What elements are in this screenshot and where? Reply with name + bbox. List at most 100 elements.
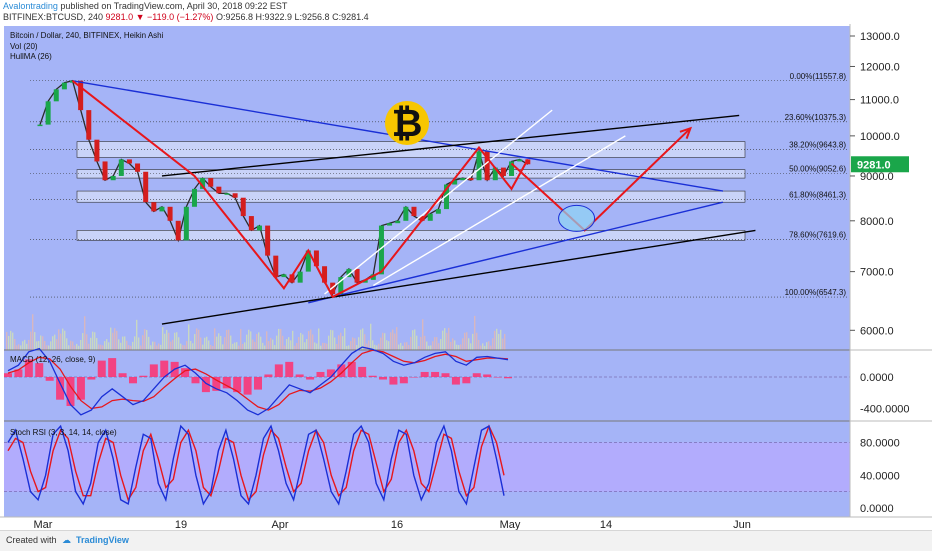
price-change: −119.0 (−1.27%) <box>147 12 214 22</box>
price-candle <box>484 151 490 181</box>
price-candle <box>281 274 287 278</box>
volume-bar <box>426 341 428 350</box>
volume-bar <box>328 335 330 350</box>
volume-bar <box>192 343 194 350</box>
fib-level-label: 38.20%(9643.8) <box>789 141 846 150</box>
macd-histogram-bar <box>431 371 440 377</box>
volume-bar <box>112 332 114 350</box>
time-tick-label: Mar <box>34 519 53 530</box>
support-resistance-zone <box>76 190 746 203</box>
volume-bar <box>120 342 122 350</box>
volume-bar <box>444 328 446 350</box>
price-candle <box>370 274 376 280</box>
price-candle <box>159 206 165 212</box>
volume-bar <box>330 329 332 350</box>
volume-bar <box>334 337 336 350</box>
volume-bar <box>32 314 34 350</box>
volume-bar <box>482 343 484 350</box>
price-candle <box>216 186 222 194</box>
time-tick-label: 14 <box>600 519 612 530</box>
volume-bar <box>156 345 158 350</box>
macd-legend: MACD (12, 26, close, 9) <box>10 355 96 364</box>
chart-canvas[interactable]: 0.00%(11557.8) 23.60%(10375.3) 38.20%(9643… <box>0 24 932 530</box>
volume-bar <box>464 332 466 350</box>
macd-histogram-bar <box>493 377 502 378</box>
price-candle <box>167 206 173 221</box>
volume-bar <box>242 343 244 350</box>
time-tick-label: Apr <box>271 519 288 530</box>
price-candle <box>224 193 230 195</box>
author-link[interactable]: Avalontrading <box>3 1 58 11</box>
macd-histogram-bar <box>295 374 304 377</box>
volume-bar <box>246 334 248 350</box>
volume-bar <box>66 338 68 350</box>
price-candle <box>387 223 393 226</box>
fib-level-label: 50.00%(9052.6) <box>789 165 846 174</box>
volume-bar <box>94 332 96 350</box>
volume-bar <box>266 331 268 350</box>
volume-bar <box>258 332 260 350</box>
macd-histogram-bar <box>108 358 117 377</box>
volume-bar <box>268 341 270 350</box>
stoch-rsi-panel[interactable] <box>4 424 850 506</box>
trendline <box>324 109 553 295</box>
volume-bar <box>450 341 452 350</box>
close-value: C:9281.4 <box>332 12 369 22</box>
macd-histogram-bar <box>201 377 210 393</box>
macd-histogram-bar <box>264 374 273 377</box>
volume-bar <box>370 323 372 350</box>
macd-histogram-bar <box>462 377 471 384</box>
volume-bar <box>60 333 62 350</box>
trendline <box>308 201 724 304</box>
price-candle <box>151 202 157 212</box>
volume-bar <box>398 344 400 350</box>
macd-histogram-bar <box>139 375 148 377</box>
volume-bar <box>224 337 226 350</box>
macd-histogram-bar <box>441 373 450 377</box>
price-axis[interactable]: 6000.0 7000.0 8000.0 9000.0 10000.0 11000.0 12… <box>849 24 932 517</box>
volume-bar <box>404 342 406 350</box>
volume-bar <box>372 340 374 350</box>
macd-panel[interactable] <box>4 346 850 416</box>
tradingview-brand[interactable]: TradingView <box>76 535 129 545</box>
price-candle <box>257 225 263 231</box>
volume-bar <box>128 345 130 350</box>
volume-bar <box>392 329 394 350</box>
volume-bar <box>406 342 408 350</box>
volume-bar <box>148 336 150 350</box>
volume-bar <box>28 339 30 350</box>
published-text: published on TradingView.com, April 30, … <box>57 1 288 11</box>
volume-bar <box>126 340 128 350</box>
volume-bar <box>18 344 20 350</box>
volume-bar <box>132 341 134 350</box>
macd-histogram-bar <box>389 377 398 385</box>
volume-bar <box>272 339 274 350</box>
volume-bar <box>320 345 322 350</box>
volume-bar <box>118 339 120 350</box>
current-price-label: 9281.0 <box>857 159 891 171</box>
price-candle <box>313 250 319 267</box>
volume-bar <box>34 332 36 350</box>
price-candle <box>476 151 482 181</box>
volume-bar <box>288 337 290 350</box>
macd-histogram-bar <box>472 373 481 377</box>
stoch-tick-label: 80.0000 <box>860 438 900 450</box>
price-candle <box>427 213 433 221</box>
volume-bar <box>106 339 108 350</box>
volume-bar <box>174 332 176 350</box>
volume-bar <box>438 343 440 350</box>
macd-histogram-bar <box>14 369 23 377</box>
price-tick-label: 8000.0 <box>860 216 894 228</box>
volume-bar <box>408 345 410 350</box>
volume-bar <box>244 342 246 350</box>
volume-bar <box>490 345 492 350</box>
volume-bar <box>270 337 272 350</box>
volume-bar <box>460 344 462 350</box>
volume-bar <box>194 334 196 350</box>
price-candle <box>297 271 303 283</box>
down-triangle-icon: ▼ <box>135 12 145 22</box>
time-axis[interactable]: Mar 19 Apr 16 May 14 Jun <box>0 516 932 530</box>
price-candle <box>403 206 409 221</box>
current-price-badge <box>851 156 909 173</box>
volume-bar <box>214 328 216 350</box>
